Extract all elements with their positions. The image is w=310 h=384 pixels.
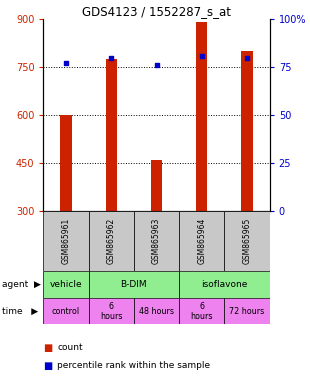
Text: isoflavone: isoflavone bbox=[201, 280, 248, 289]
Text: B-DIM: B-DIM bbox=[121, 280, 147, 289]
Text: percentile rank within the sample: percentile rank within the sample bbox=[57, 361, 210, 370]
Text: count: count bbox=[57, 343, 83, 352]
Point bbox=[154, 62, 159, 68]
Bar bbox=[134, 298, 179, 324]
Text: GSM865962: GSM865962 bbox=[107, 218, 116, 264]
Text: time   ▶: time ▶ bbox=[2, 307, 38, 316]
Bar bbox=[43, 298, 89, 324]
Bar bbox=[151, 160, 162, 211]
Text: GSM865964: GSM865964 bbox=[197, 218, 206, 264]
Title: GDS4123 / 1552287_s_at: GDS4123 / 1552287_s_at bbox=[82, 5, 231, 18]
Text: 48 hours: 48 hours bbox=[139, 307, 174, 316]
Text: ■: ■ bbox=[43, 361, 53, 371]
Bar bbox=[179, 271, 270, 298]
Bar bbox=[224, 211, 270, 271]
Text: GSM865961: GSM865961 bbox=[61, 218, 71, 264]
Point bbox=[199, 53, 204, 59]
Text: control: control bbox=[52, 307, 80, 316]
Bar bbox=[241, 51, 253, 211]
Bar bbox=[179, 211, 224, 271]
Bar bbox=[43, 211, 89, 271]
Bar bbox=[106, 59, 117, 211]
Text: GSM865965: GSM865965 bbox=[242, 218, 252, 264]
Bar bbox=[89, 211, 134, 271]
Point bbox=[64, 60, 69, 66]
Text: agent  ▶: agent ▶ bbox=[2, 280, 40, 289]
Bar bbox=[89, 298, 134, 324]
Bar bbox=[60, 115, 72, 211]
Bar bbox=[224, 298, 270, 324]
Text: 6
hours: 6 hours bbox=[100, 302, 122, 321]
Text: 6
hours: 6 hours bbox=[191, 302, 213, 321]
Text: GSM865963: GSM865963 bbox=[152, 218, 161, 264]
Bar bbox=[134, 211, 179, 271]
Bar bbox=[43, 271, 89, 298]
Point bbox=[109, 55, 114, 61]
Bar bbox=[196, 22, 207, 211]
Text: ■: ■ bbox=[43, 343, 53, 353]
Bar bbox=[89, 271, 179, 298]
Text: 72 hours: 72 hours bbox=[229, 307, 265, 316]
Text: vehicle: vehicle bbox=[50, 280, 82, 289]
Bar bbox=[179, 298, 224, 324]
Point bbox=[245, 55, 250, 61]
